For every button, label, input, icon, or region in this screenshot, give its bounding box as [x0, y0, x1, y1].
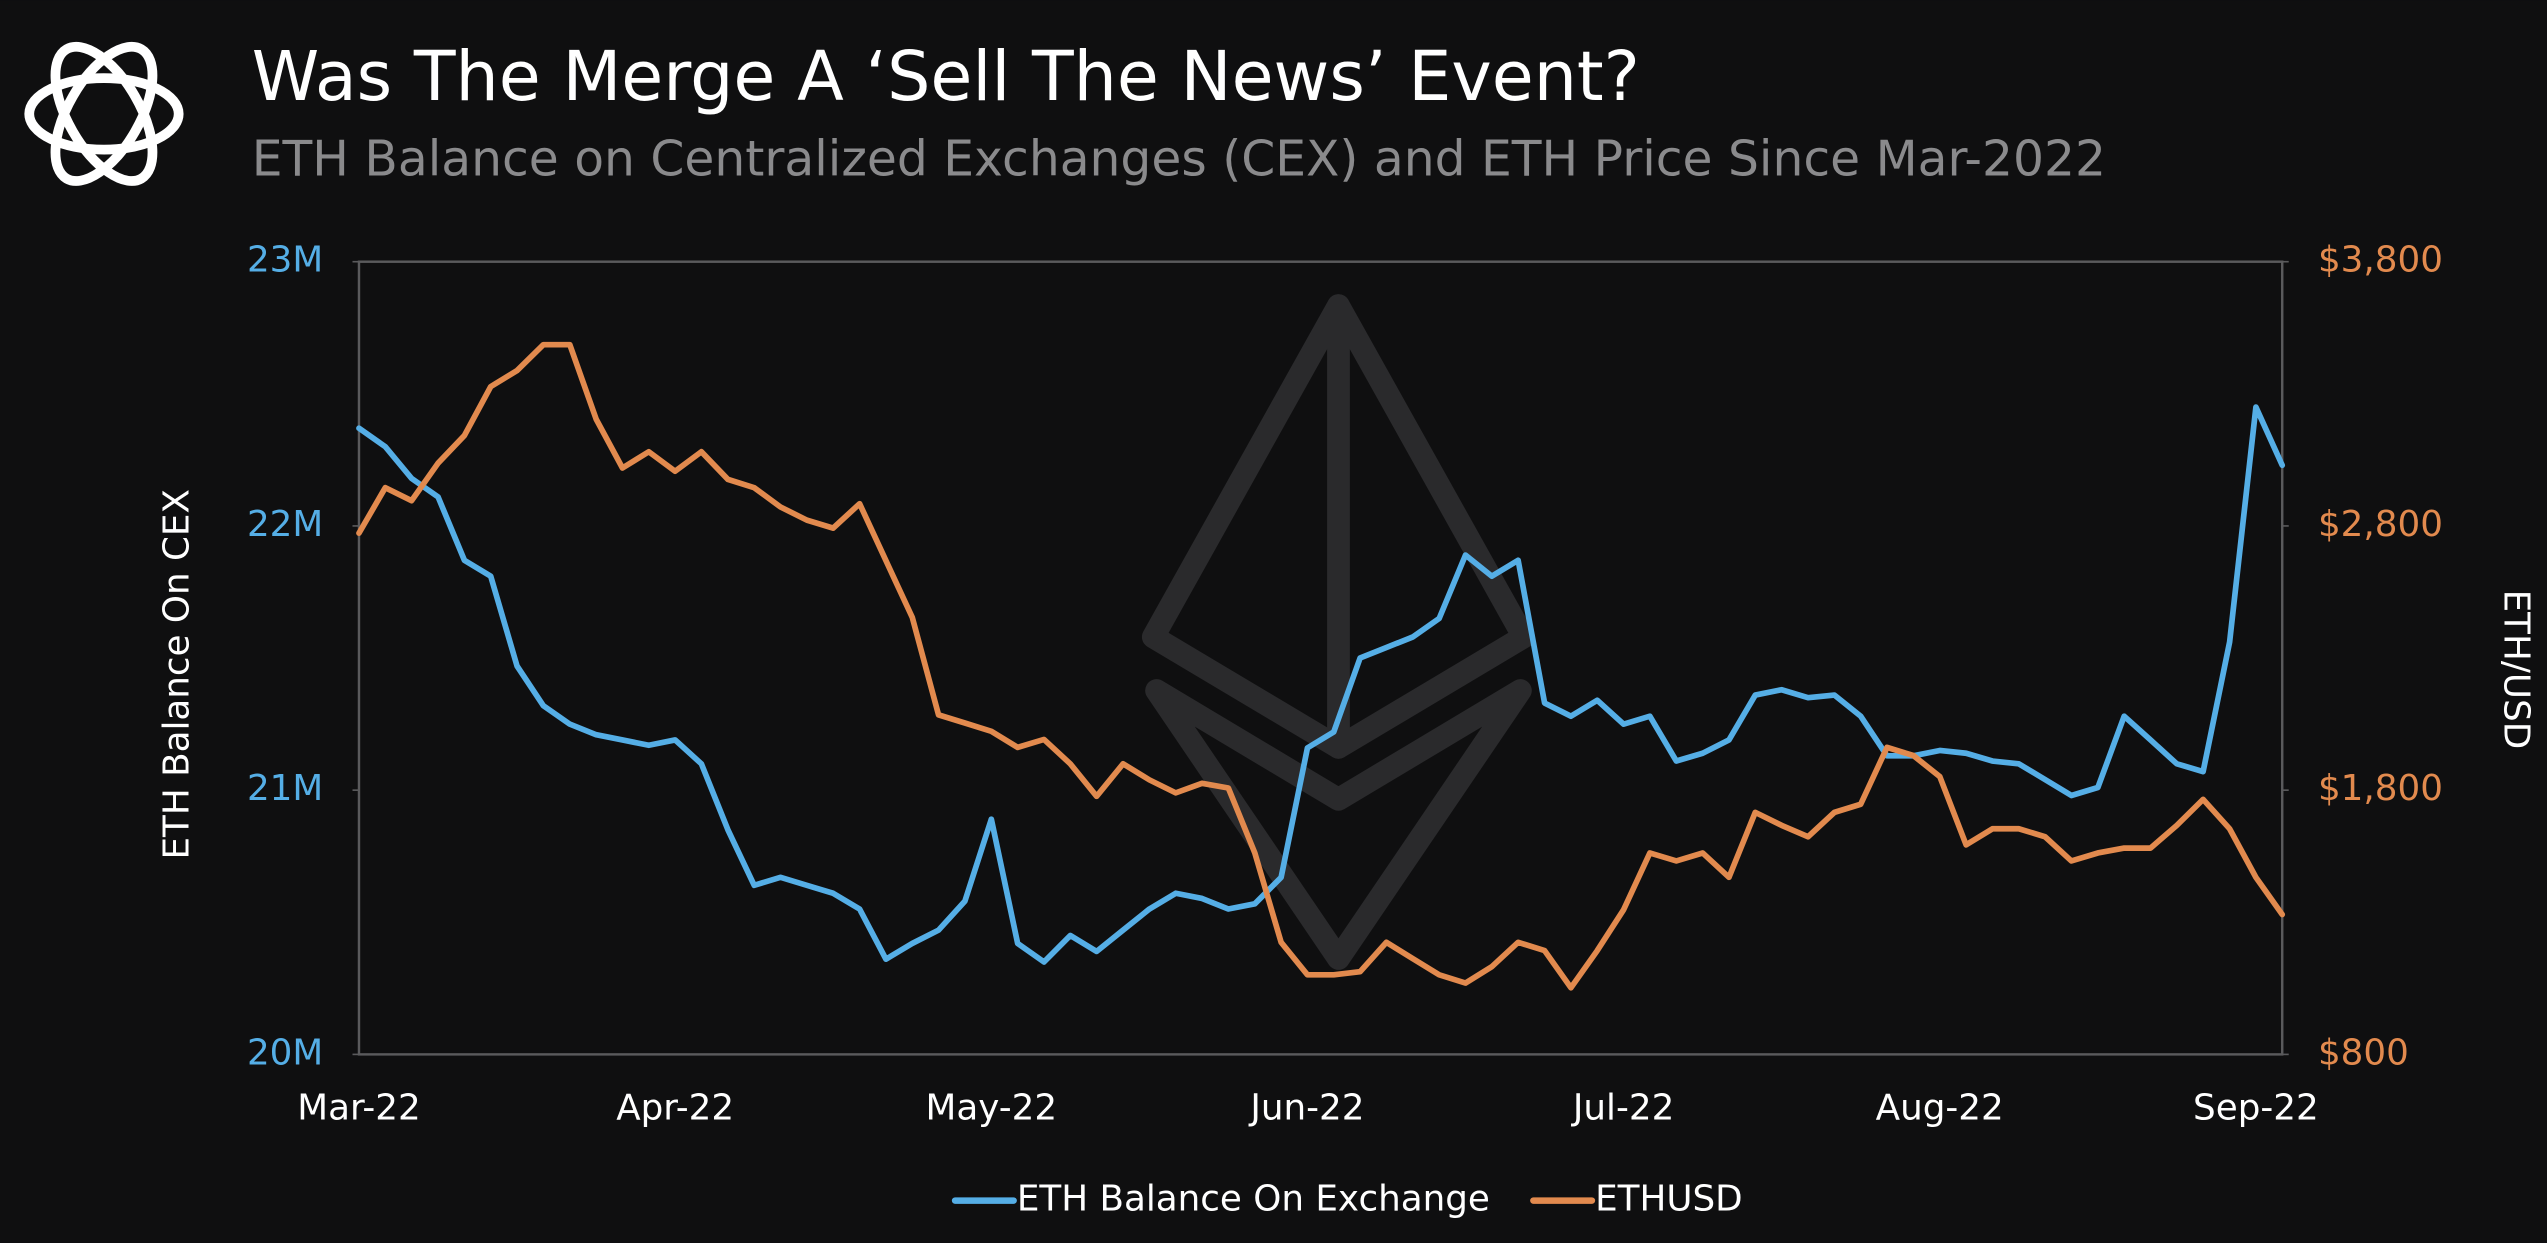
y-tick-label: 22M [247, 504, 323, 545]
chart-title: Was The Merge A ‘Sell The News’ Event? [252, 38, 1640, 117]
y2-tick-label: $800 [2318, 1032, 2409, 1073]
x-tick-label: Aug-22 [1876, 1088, 2004, 1129]
x-tick-label: Jul-22 [1571, 1088, 1674, 1129]
y-tick-label: 23M [247, 240, 323, 281]
y-tick-label: 21M [247, 768, 323, 809]
x-tick-label: Jun-22 [1248, 1088, 1364, 1129]
legend-label: ETH Balance On Exchange [1017, 1179, 1490, 1220]
series-line [356, 404, 2286, 965]
y2-axis-label: ETH/USD [2496, 590, 2537, 750]
y2-tick-label: $1,800 [2318, 768, 2443, 809]
legend-label: ETHUSD [1595, 1179, 1743, 1220]
y-axis-label: ETH Balance On CEX [157, 489, 198, 860]
x-tick-label: Mar-22 [297, 1088, 420, 1129]
x-tick-label: May-22 [926, 1088, 1058, 1129]
y2-tick-label: $3,800 [2318, 240, 2443, 281]
x-tick-label: Apr-22 [616, 1088, 734, 1129]
chart-subtitle: ETH Balance on Centralized Exchanges (CE… [252, 132, 2106, 188]
y-tick-label: 20M [247, 1032, 323, 1073]
plot-frame [357, 260, 2284, 1056]
series-line [356, 341, 2286, 991]
x-tick-label: Sep-22 [2193, 1088, 2319, 1129]
logo [24, 41, 184, 186]
eth-watermark [1141, 294, 1536, 970]
y2-tick-label: $2,800 [2318, 504, 2443, 545]
